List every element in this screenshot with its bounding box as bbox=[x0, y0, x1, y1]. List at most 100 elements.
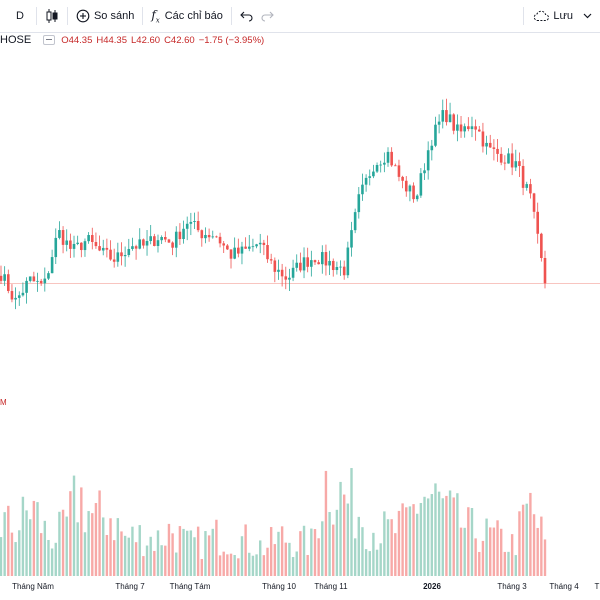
volume-bar bbox=[503, 551, 507, 576]
volume-bar bbox=[372, 532, 375, 576]
save-menu-button[interactable] bbox=[579, 0, 600, 32]
candle-body bbox=[193, 221, 196, 222]
redo-button[interactable] bbox=[260, 0, 280, 32]
candle-body bbox=[204, 234, 207, 239]
volume-bar bbox=[204, 531, 207, 576]
volume-bar bbox=[215, 519, 218, 576]
volume-bar bbox=[182, 528, 185, 576]
candle-body bbox=[474, 126, 477, 130]
candle-body bbox=[43, 278, 47, 284]
volume-bar bbox=[496, 520, 499, 576]
volume-bar bbox=[485, 518, 488, 576]
compare-button[interactable]: So sánh bbox=[70, 0, 140, 32]
candle-body bbox=[94, 241, 98, 247]
candle-body bbox=[178, 231, 182, 240]
volume-bar bbox=[357, 516, 360, 576]
minus-icon bbox=[46, 39, 53, 40]
x-axis-tick-label: Tháng 7 bbox=[115, 582, 145, 591]
volume-bar bbox=[375, 549, 379, 576]
x-axis-tick-label: Tháng Năm bbox=[12, 582, 54, 591]
candle-body bbox=[251, 246, 255, 248]
volume-bar bbox=[149, 536, 152, 576]
toolbar-divider bbox=[35, 7, 37, 25]
volume-bar bbox=[324, 470, 328, 576]
candle-body bbox=[218, 236, 222, 244]
volume-bar bbox=[138, 525, 141, 576]
candle-body bbox=[401, 176, 404, 181]
candle-body bbox=[339, 266, 342, 268]
candle-body bbox=[364, 177, 368, 185]
candle-body bbox=[7, 274, 10, 292]
volume-bar bbox=[302, 525, 306, 576]
volume-bar bbox=[112, 540, 116, 576]
volume-bar bbox=[346, 503, 350, 576]
save-label: Lưu bbox=[553, 10, 573, 22]
candle-body bbox=[448, 114, 452, 123]
time-axis[interactable]: Tháng Năm Tháng 7 Tháng Tám Tháng 10 Tháng 1… bbox=[0, 576, 600, 600]
volume-bar bbox=[186, 530, 189, 576]
volume-bar bbox=[164, 545, 167, 576]
volume-bar bbox=[91, 513, 94, 576]
candle-body bbox=[342, 266, 346, 276]
volume-bar bbox=[313, 529, 317, 576]
interval-button[interactable]: D bbox=[0, 0, 34, 32]
volume-bar bbox=[94, 503, 98, 576]
candle-body bbox=[313, 260, 317, 263]
plus-circle-icon bbox=[76, 9, 90, 23]
candle-body bbox=[324, 252, 328, 266]
candle-body bbox=[61, 230, 65, 245]
volume-bar bbox=[280, 526, 284, 576]
candle-body bbox=[445, 110, 448, 123]
volume-bar bbox=[397, 510, 401, 576]
toolbar-divider bbox=[142, 7, 144, 25]
indicators-button[interactable]: fx Các chỉ báo bbox=[145, 0, 229, 32]
volume-bar bbox=[131, 526, 134, 576]
volume-bar bbox=[492, 527, 496, 576]
legend-collapse-button[interactable] bbox=[43, 35, 56, 45]
candle-body bbox=[247, 246, 251, 249]
candle-body bbox=[10, 291, 14, 300]
candle-body bbox=[470, 126, 474, 130]
volume-bar bbox=[273, 544, 277, 576]
legend-change: −1.75 (−3.95%) bbox=[198, 34, 265, 46]
volume-bar bbox=[102, 517, 105, 576]
volume-bar bbox=[36, 502, 39, 576]
chart-type-button[interactable] bbox=[39, 0, 65, 32]
candle-body bbox=[138, 239, 142, 249]
candle-body bbox=[456, 124, 459, 131]
candle-body bbox=[485, 142, 488, 147]
candle-body bbox=[222, 243, 226, 246]
volume-bar bbox=[50, 548, 54, 576]
candle-body bbox=[467, 126, 470, 130]
volume-bar bbox=[510, 534, 514, 576]
volume-bar bbox=[306, 554, 309, 576]
candle-body bbox=[496, 148, 499, 154]
candle-body bbox=[383, 162, 386, 165]
volume-bar bbox=[321, 521, 324, 576]
candle-body bbox=[415, 195, 419, 200]
candle-body bbox=[463, 126, 466, 132]
volume-bar bbox=[463, 527, 466, 576]
candle-body bbox=[25, 280, 28, 293]
volume-bar bbox=[299, 531, 302, 576]
candle-body bbox=[145, 241, 149, 246]
candle-body bbox=[101, 247, 105, 251]
candle-body bbox=[331, 260, 335, 271]
save-button[interactable]: Lưu bbox=[526, 0, 579, 32]
volume-bar bbox=[80, 487, 83, 576]
candle-body bbox=[499, 153, 503, 163]
volume-bar bbox=[335, 509, 339, 576]
price-chart[interactable] bbox=[0, 32, 600, 576]
candle-body bbox=[17, 295, 21, 298]
candle-body bbox=[525, 184, 529, 188]
candle-body bbox=[226, 245, 229, 250]
candle-body bbox=[353, 212, 357, 231]
volume-bar bbox=[105, 534, 109, 576]
candle-body bbox=[142, 239, 145, 246]
undo-button[interactable] bbox=[234, 0, 260, 32]
candle-body bbox=[361, 184, 364, 195]
candle-body bbox=[149, 236, 152, 242]
candle-body bbox=[441, 110, 445, 122]
volume-bar bbox=[405, 507, 408, 576]
volume-bar bbox=[284, 542, 287, 576]
